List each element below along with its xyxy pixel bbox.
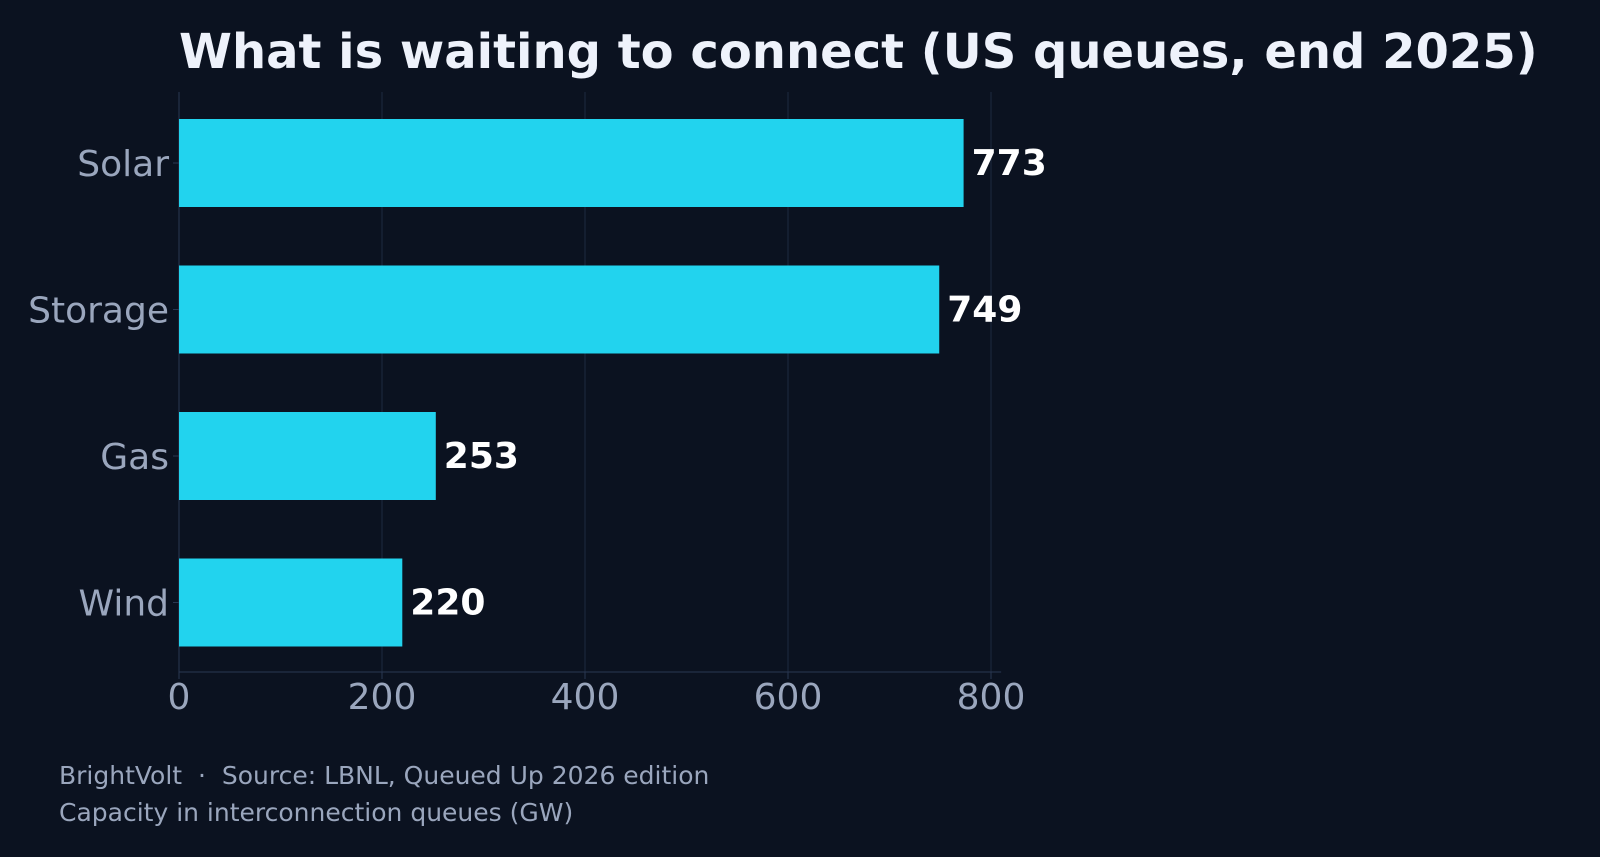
category-label-wind: Wind [79,584,169,625]
category-label-solar: Solar [77,144,169,185]
bar-storage [179,265,940,354]
x-tick-label-0: 0 [168,677,191,718]
value-label-solar: 773 [972,143,1047,184]
value-label-gas: 253 [444,436,519,477]
value-label-storage: 749 [947,290,1022,331]
chart-title: What is waiting to connect (US queues, e… [179,24,1538,80]
x-tick-label-400: 400 [551,677,620,718]
labels: 0 200 400 600 800 Solar 773 Storage 749 Gas 253 Win… [28,143,1047,718]
value-label-wind: 220 [410,583,485,624]
footer-note-line: Capacity in interconnection queues (GW) [59,798,573,827]
category-label-gas: Gas [100,437,169,478]
x-tick-label-800: 800 [957,677,1026,718]
bar-wind [179,558,403,647]
bars [179,119,964,647]
x-tick-label-600: 600 [754,677,823,718]
footer-source-line: BrightVolt · Source: LBNL, Queued Up 202… [59,761,709,790]
bar-solar [179,119,964,207]
category-label-storage: Storage [28,291,169,332]
bar-gas [179,412,436,500]
x-tick-label-200: 200 [348,677,417,718]
